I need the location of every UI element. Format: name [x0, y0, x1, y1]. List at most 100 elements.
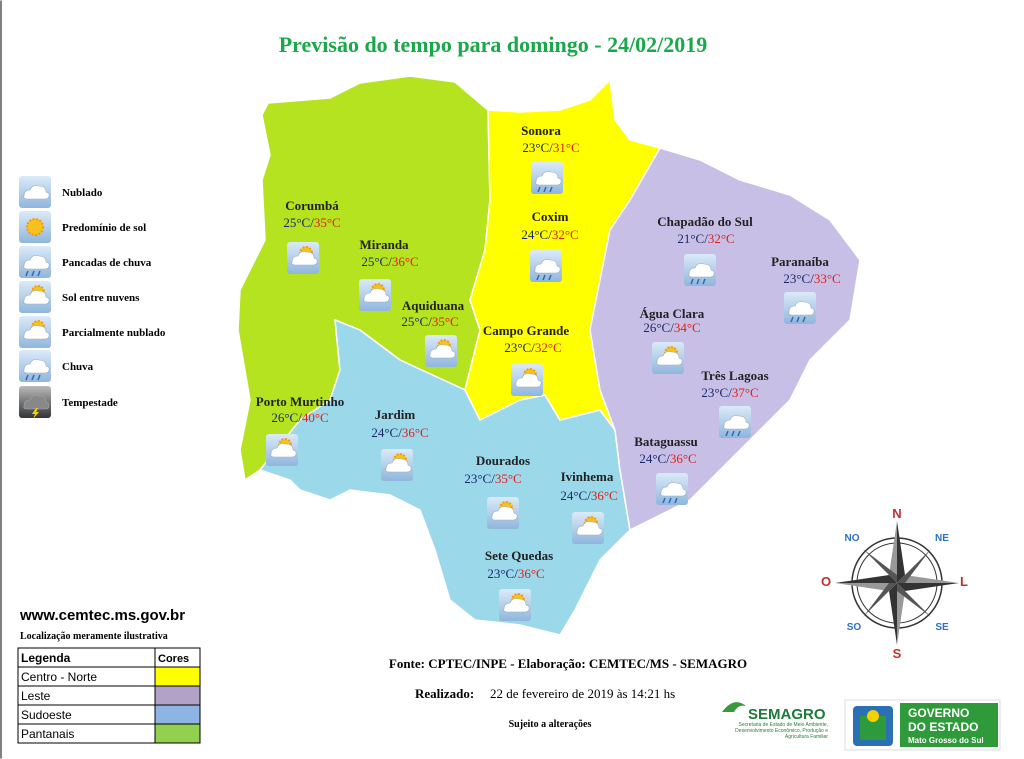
legend-icon-label: Tempestade	[62, 397, 118, 409]
temp-min: 24°C	[521, 227, 548, 242]
source: Fonte: CPTEC/INPE - Elaboração: CEMTEC/M…	[389, 656, 747, 671]
drop	[536, 274, 540, 281]
cloud	[363, 288, 390, 303]
compass-label: SE	[935, 622, 949, 633]
drop	[25, 270, 29, 277]
table-color	[154, 704, 201, 725]
temp-min: 26°C	[271, 410, 298, 425]
weather-icon	[19, 386, 51, 419]
weather-icon	[719, 406, 751, 438]
temp-sep: /	[428, 314, 432, 329]
gov-1: GOVERNO	[908, 706, 969, 720]
temp-min: 23°C	[487, 566, 514, 581]
cloud	[656, 351, 683, 366]
drop	[702, 278, 706, 285]
city-temp: 24°C/36°C	[371, 425, 428, 440]
drop	[549, 186, 553, 193]
temp-min: 26°C	[643, 320, 670, 335]
legend-icon-label: Nublado	[62, 187, 103, 199]
drop	[725, 430, 729, 437]
temp-sep: /	[666, 451, 670, 466]
temp-max: 35°C	[314, 215, 341, 230]
weather-icon	[425, 335, 457, 367]
temp-max: 36°C	[518, 566, 545, 581]
drop	[790, 316, 794, 323]
cloud	[503, 598, 530, 613]
temp-max: 40°C	[302, 410, 329, 425]
temp-min: 25°C	[283, 215, 310, 230]
weather-icon	[266, 434, 298, 466]
drop	[543, 186, 547, 193]
temp-max: 34°C	[674, 320, 701, 335]
gov-3: Mato Grosso do Sul	[908, 736, 984, 745]
city-temp: 23°C/31°C	[522, 140, 579, 155]
cloud	[23, 255, 50, 270]
note: Localização meramente ilustrativa	[20, 631, 168, 642]
weather-icon	[19, 211, 51, 243]
drop	[548, 274, 552, 281]
city-name: Porto Murtinho	[256, 394, 344, 409]
legend-icon-label: Parcialmente nublado	[62, 327, 166, 339]
temp-sep: /	[298, 410, 302, 425]
gov-2: DO ESTADO	[908, 720, 978, 734]
city-temp: 21°C/32°C	[677, 231, 734, 246]
drop	[737, 430, 741, 437]
temp-max: 32°C	[552, 227, 579, 242]
weather-icon	[511, 364, 543, 396]
legend-icon-label: Predomínio de sol	[62, 222, 146, 234]
temp-min: 25°C	[361, 254, 388, 269]
city-temp: 24°C/36°C	[639, 451, 696, 466]
weather-icon	[381, 449, 413, 481]
temp-sep: /	[398, 425, 402, 440]
temp-max: 36°C	[402, 425, 429, 440]
temp-min: 21°C	[677, 231, 704, 246]
drop	[31, 270, 35, 277]
temp-min: 24°C	[371, 425, 398, 440]
temp-max: 35°C	[432, 314, 459, 329]
cloud	[491, 506, 518, 521]
city-name: Sonora	[521, 123, 561, 138]
weather-icon	[652, 342, 684, 374]
temp-sep: /	[548, 227, 552, 242]
table-cell: Leste	[21, 689, 51, 703]
drop	[542, 274, 546, 281]
temp-min: 23°C	[522, 140, 549, 155]
city-name: Bataguassu	[634, 434, 698, 449]
compass-label: L	[960, 574, 968, 589]
temp-min: 23°C	[701, 385, 728, 400]
weather-icon	[359, 279, 391, 311]
edge	[0, 0, 2, 759]
weather-icon	[19, 246, 51, 278]
city-name: Aquiduana	[402, 298, 465, 313]
temp-min: 23°C	[464, 471, 491, 486]
cloud	[23, 359, 50, 374]
cloud	[270, 443, 297, 458]
city-temp: 25°C/35°C	[283, 215, 340, 230]
cloud	[23, 325, 50, 340]
temp-max: 35°C	[495, 471, 522, 486]
governo-logo: GOVERNO DO ESTADO Mato Grosso do Sul	[844, 699, 1001, 751]
temp-sep: /	[670, 320, 674, 335]
cloud	[429, 344, 456, 359]
cloud	[723, 415, 750, 430]
compass	[835, 521, 959, 645]
drop	[662, 497, 666, 504]
temp-max: 37°C	[732, 385, 759, 400]
drop	[37, 270, 41, 277]
cloud	[660, 482, 687, 497]
temp-max: 32°C	[708, 231, 735, 246]
table-color	[154, 666, 201, 687]
compass-label: NE	[935, 533, 949, 544]
drop	[796, 316, 800, 323]
temp-sep: /	[728, 385, 732, 400]
temp-sep: /	[514, 566, 518, 581]
city-temp: 26°C/34°C	[643, 320, 700, 335]
compass-label: SO	[847, 622, 862, 633]
compass-label: NO	[845, 533, 860, 544]
made-date: 22 de fevereiro de 2019 às 14:21 hs	[490, 686, 675, 701]
drop	[537, 186, 541, 193]
cloud	[576, 521, 603, 536]
temp-max: 31°C	[553, 140, 580, 155]
